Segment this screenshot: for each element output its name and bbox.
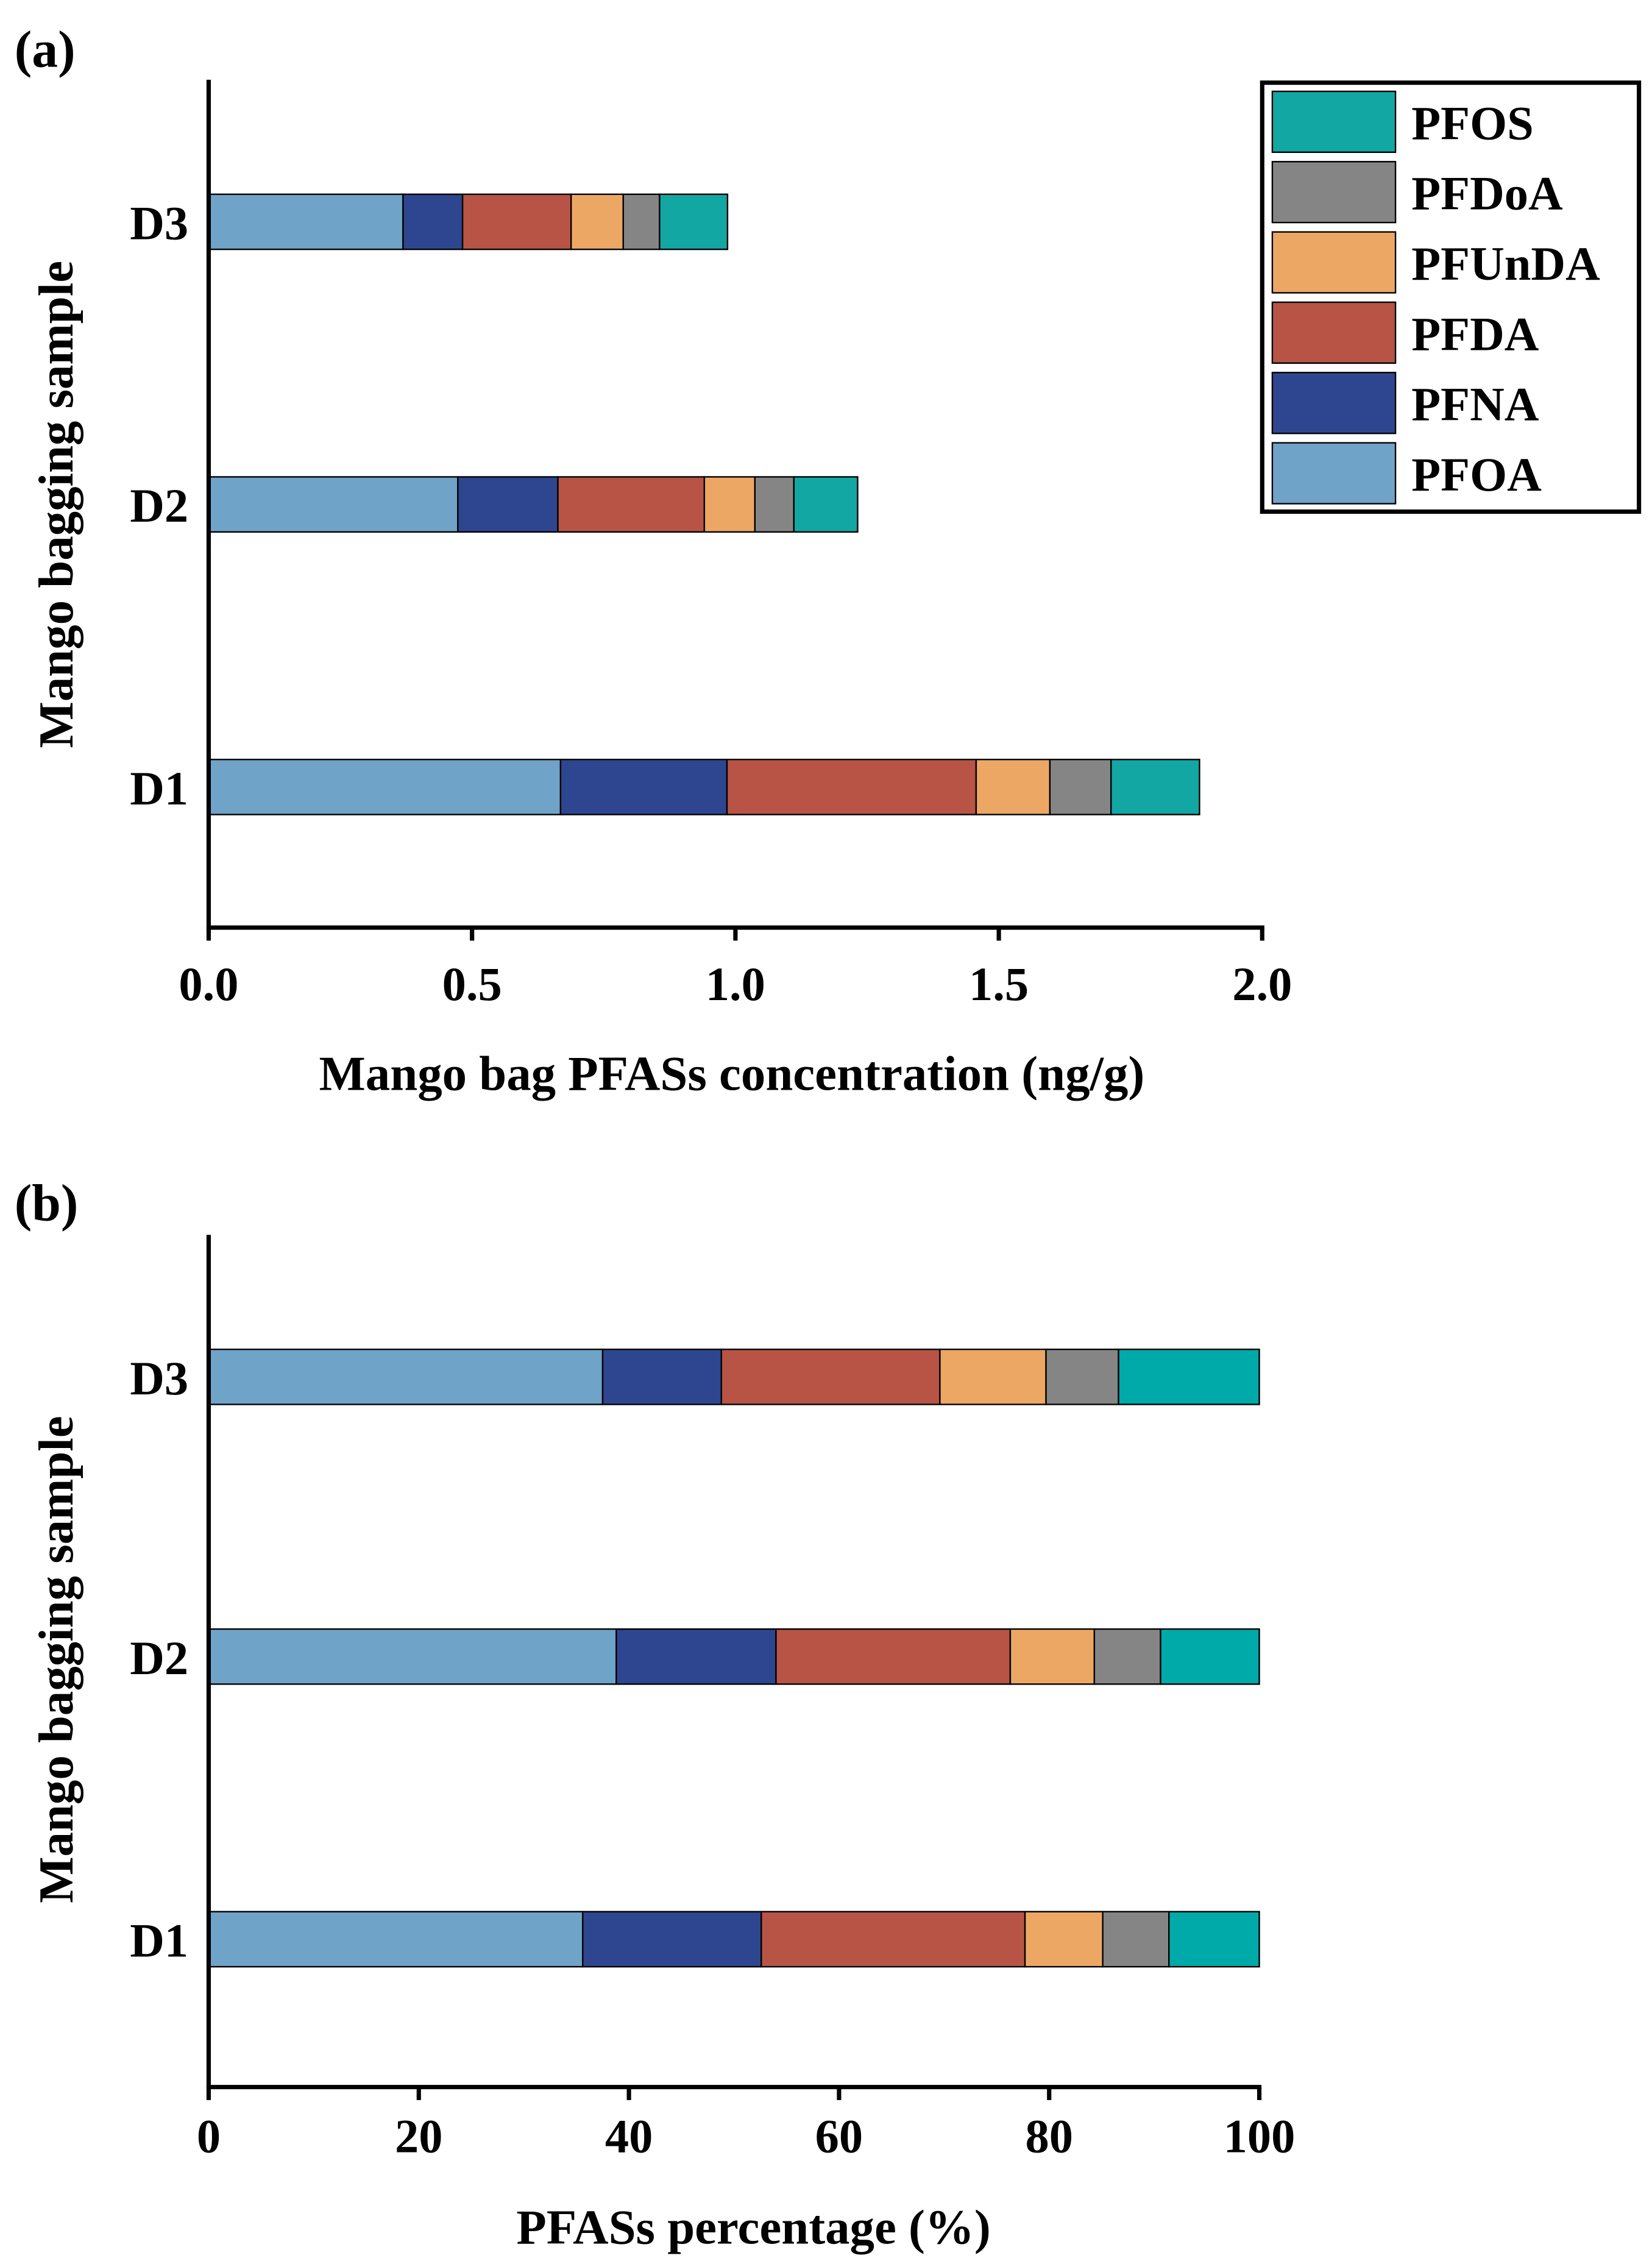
bar-segment-d2-pfda xyxy=(775,1628,1012,1685)
legend-swatch-pfda xyxy=(1271,301,1397,364)
legend-swatch-pfdoa xyxy=(1271,161,1397,224)
bar-segment-d3-pfunda xyxy=(939,1348,1047,1405)
legend-swatch-pfunda xyxy=(1271,231,1397,294)
bar-segment-d3-pfna xyxy=(601,1348,722,1405)
y-tick-label-d3: D3 xyxy=(130,196,188,249)
bar-segment-d1-pfdoa xyxy=(1049,759,1112,815)
bar-segment-d2-pfoa xyxy=(208,476,459,533)
y-tick-label-d1: D1 xyxy=(130,1914,188,1967)
panel-a-x-axis-label: Mango bag PFASs concentration (ng/g) xyxy=(319,1046,1145,1101)
panel-a: (a) Mango bag PFASs concentration (ng/g)… xyxy=(15,20,1292,1101)
bar-segment-d3-pfunda xyxy=(570,193,624,250)
x-tick-label: 20 xyxy=(395,2110,442,2163)
x-tick-label: 0.5 xyxy=(442,957,502,1010)
x-tick-label: 1.0 xyxy=(706,957,765,1010)
x-tick-label: 1.5 xyxy=(969,957,1029,1010)
legend-label-pfna: PFNA xyxy=(1411,378,1539,431)
bar-segment-d1-pfda xyxy=(726,759,977,815)
bar-segment-d1-pfna xyxy=(582,1911,762,1968)
bar-segment-d2-pfoa xyxy=(208,1628,617,1685)
legend-label-pfunda: PFUnDA xyxy=(1411,237,1600,290)
bar-segment-d1-pfna xyxy=(559,759,728,815)
bar-segment-d3-pfos xyxy=(1118,1348,1260,1405)
x-tick-label: 80 xyxy=(1025,2110,1072,2163)
bar-segment-d1-pfdoa xyxy=(1102,1911,1170,1968)
bar-segment-d1-pfunda xyxy=(975,759,1051,815)
bar-segment-d3-pfda xyxy=(720,1348,941,1405)
legend-label-pfdoa: PFDoA xyxy=(1411,167,1563,220)
panel-b-x-axis-label: PFASs percentage (%) xyxy=(516,2200,990,2254)
panel-b-y-axis-label: Mango bagging sample xyxy=(29,1416,83,1903)
bar-segment-d2-pfna xyxy=(457,476,559,533)
x-tick-label: 60 xyxy=(815,2110,863,2163)
bar-segment-d3-pfna xyxy=(402,193,464,250)
y-tick-label-d1: D1 xyxy=(130,762,188,815)
bar-segment-d1-pfda xyxy=(760,1911,1026,1968)
x-tick-label: 2.0 xyxy=(1232,957,1292,1010)
legend-box xyxy=(1260,80,1642,514)
legend: PFOS PFDoA PFUnDA PFDA PFNA PFOA xyxy=(1260,80,1642,514)
x-tick-label: 0 xyxy=(197,2110,221,2163)
panel-b: (b) PFASs percentage (%) Mango bagging s… xyxy=(15,1174,1296,2254)
bar-segment-d2-pfdoa xyxy=(754,476,795,533)
bar-segment-d1-pfoa xyxy=(208,759,562,815)
bar-segment-d2-pfunda xyxy=(1009,1628,1096,1685)
y-tick-label-d3: D3 xyxy=(130,1352,188,1405)
legend-swatch-pfna xyxy=(1271,372,1397,435)
bar-segment-d3-pfoa xyxy=(208,193,404,250)
bar-segment-d2-pfdoa xyxy=(1093,1628,1161,1685)
y-tick-label-d2: D2 xyxy=(130,1631,188,1684)
y-tick-label-d2: D2 xyxy=(130,479,188,532)
bar-segment-d1-pfunda xyxy=(1024,1911,1104,1968)
bar-segment-d2-pfda xyxy=(557,476,706,533)
bar-segment-d2-pfunda xyxy=(703,476,756,533)
legend-label-pfda: PFDA xyxy=(1411,307,1539,360)
bar-segment-d2-pfna xyxy=(615,1628,777,1685)
x-tick-label: 0.0 xyxy=(179,957,238,1010)
bar-segment-d3-pfda xyxy=(461,193,572,250)
panel-a-y-axis-label: Mango bagging sample xyxy=(29,261,83,748)
panel-a-label: (a) xyxy=(15,20,76,78)
bar-segment-d1-pfos xyxy=(1168,1911,1260,1968)
bar-segment-d3-pfoa xyxy=(208,1348,604,1405)
legend-label-pfoa: PFOA xyxy=(1411,448,1542,501)
x-tick-label: 40 xyxy=(605,2110,653,2163)
bar-segment-d2-pfos xyxy=(1160,1628,1260,1685)
bar-segment-d3-pfos xyxy=(659,193,729,250)
x-tick-label: 100 xyxy=(1224,2110,1296,2163)
bar-segment-d2-pfos xyxy=(793,476,859,533)
legend-swatch-pfos xyxy=(1271,90,1397,153)
legend-label-pfos: PFOS xyxy=(1411,96,1534,149)
bar-segment-d1-pfoa xyxy=(208,1911,584,1968)
legend-swatch-pfoa xyxy=(1271,442,1397,505)
bar-segment-d3-pfdoa xyxy=(1045,1348,1119,1405)
bar-segment-d3-pfdoa xyxy=(622,193,661,250)
bar-segment-d1-pfos xyxy=(1110,759,1200,815)
panel-b-label: (b) xyxy=(15,1174,79,1232)
